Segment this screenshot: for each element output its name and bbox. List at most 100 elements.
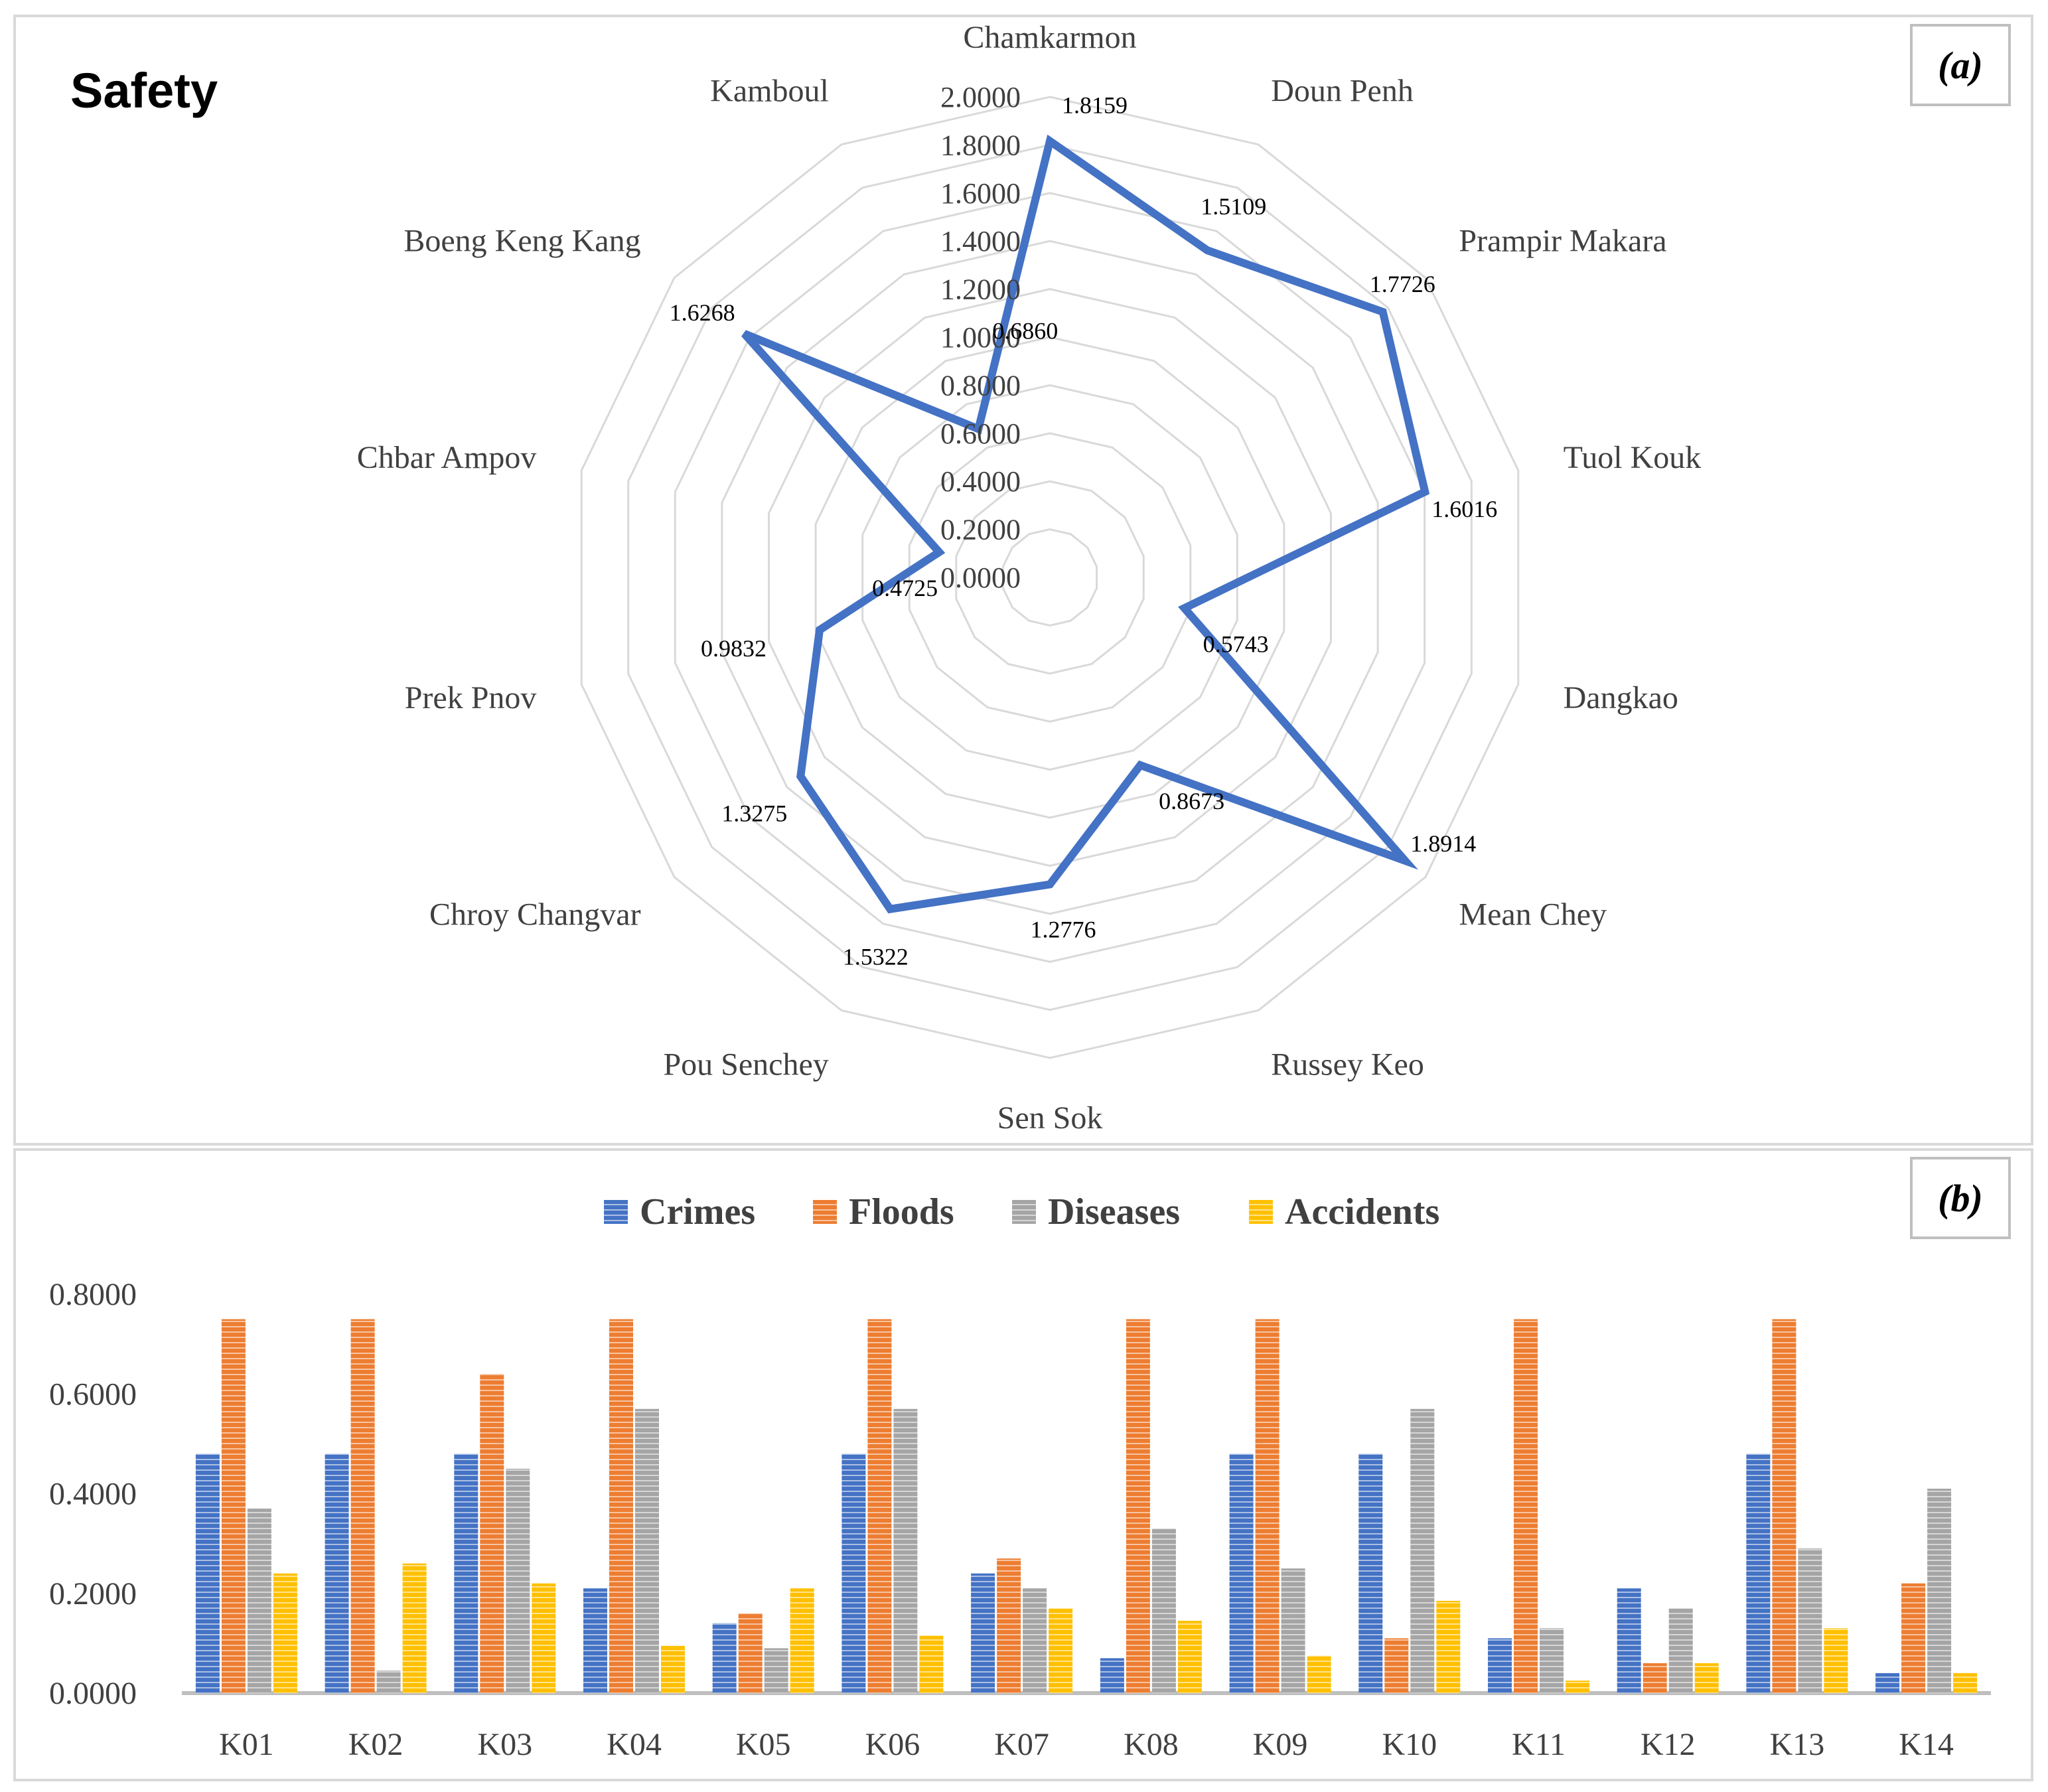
bar-floods (738, 1613, 763, 1693)
radar-grid-ring (1001, 528, 1098, 627)
radar-tick-label: 1.6000 (940, 177, 1021, 210)
radar-grid-ring (627, 143, 1473, 1011)
radar-category-label: Dangkao (1564, 680, 1678, 715)
radar-value-label: 1.8914 (1410, 830, 1476, 857)
bar-floods (221, 1319, 246, 1693)
bar-crimes (583, 1588, 607, 1693)
radar-grid-ring (721, 240, 1379, 915)
radar-tick-label: 1.8000 (940, 129, 1021, 161)
bar-diseases (247, 1509, 271, 1693)
radar-series (741, 134, 1430, 914)
bar-y-tick-label: 0.4000 (49, 1477, 137, 1512)
radar-tick-label: 1.4000 (940, 225, 1021, 258)
bar-marks (195, 1319, 1978, 1693)
radar-grid-ring (674, 192, 1426, 963)
bar-crimes (841, 1454, 866, 1693)
radar-grid-ring (814, 336, 1285, 819)
radar-grid-ring (908, 432, 1192, 723)
radar-value-label: 0.9832 (701, 635, 767, 662)
legend-label: Diseases (1048, 1191, 1180, 1232)
bar-x-tick-label: K11 (1512, 1727, 1566, 1762)
bar-x-tick-label: K13 (1770, 1727, 1825, 1762)
radar-category-label: Pou Senchey (663, 1047, 828, 1082)
bar-accidents (1177, 1621, 1202, 1693)
bar-accidents (1824, 1628, 1848, 1693)
bar-diseases (635, 1408, 659, 1693)
bar-accidents (402, 1563, 427, 1693)
radar-tick-label: 0.4000 (940, 465, 1021, 498)
panel-a-label: (a) (1938, 44, 1983, 87)
panel-b-label-box (1910, 1157, 2011, 1239)
legend-swatch (813, 1200, 837, 1224)
radar-grid-ring (861, 384, 1238, 771)
bar-x-tick-label: K01 (219, 1727, 274, 1762)
radar-category-label: Sen Sok (997, 1100, 1103, 1136)
bar-crimes (1617, 1588, 1641, 1693)
bar-floods (1772, 1319, 1796, 1693)
bar-accidents (1566, 1680, 1589, 1693)
radar-grid-ring (768, 288, 1332, 867)
bar-accidents (273, 1573, 297, 1693)
radar-tick-label: 1.2000 (940, 273, 1021, 306)
radar-ticks: 0.0000 0.2000 0.4000 0.6000 0.8000 1.0000 1.20… (940, 81, 1021, 594)
radar-value-label: 0.4725 (872, 575, 938, 601)
bar-diseases (764, 1648, 788, 1693)
radar-grid (580, 96, 1520, 1059)
panel-a-label-box (1910, 24, 2011, 106)
radar-value-labels: 1.8159 1.5109 1.7726 1.6016 0.5743 1.8914 0.86… (670, 92, 1498, 970)
bar-floods (480, 1374, 504, 1693)
bar-x-tick-label: K03 (477, 1727, 532, 1762)
bar-x-tick-label: K06 (865, 1727, 920, 1762)
bar-x-tick-label: K08 (1124, 1727, 1179, 1762)
bar-crimes (1488, 1638, 1512, 1693)
bar-crimes (325, 1454, 349, 1693)
radar-category-label: Tuol Kouk (1564, 440, 1702, 475)
bar-crimes (971, 1573, 995, 1693)
radar-tick-label: 1.0000 (940, 321, 1021, 354)
bar-accidents (532, 1583, 556, 1693)
radar-value-label: 1.8159 (1062, 92, 1128, 119)
radar-tick-label: 0.2000 (940, 514, 1021, 546)
bar-diseases (893, 1408, 918, 1693)
bar-floods (609, 1319, 633, 1693)
legend-label: Floods (849, 1191, 954, 1232)
panel-a-frame (13, 15, 2033, 1146)
radar-value-label: 1.5109 (1201, 193, 1266, 220)
bar-x-tick-label: K14 (1899, 1727, 1954, 1762)
bar-floods (1255, 1319, 1280, 1693)
bar-diseases (1668, 1608, 1693, 1693)
radar-value-label: 1.5322 (843, 944, 909, 970)
bar-crimes (1746, 1454, 1771, 1693)
bar-crimes (1875, 1673, 1900, 1693)
radar-grid-ring (580, 96, 1520, 1059)
radar-category-label: Chamkarmon (963, 20, 1136, 55)
bar-floods (1514, 1319, 1538, 1693)
panel-b-label: (b) (1938, 1177, 1983, 1220)
radar-value-label: 1.2776 (1031, 917, 1096, 943)
radar-category-label: Prek Pnov (405, 680, 537, 715)
radar-title: Safety (70, 63, 218, 118)
radar-tick-label: 0.0000 (940, 561, 1021, 594)
legend-swatch (1249, 1200, 1273, 1224)
radar-series-line (741, 134, 1430, 914)
radar-tick-label: 0.6000 (940, 417, 1021, 450)
bar-accidents (919, 1635, 944, 1693)
bar-y-tick-label: 0.2000 (49, 1576, 137, 1611)
radar-value-label: 1.7726 (1370, 271, 1435, 297)
bar-accidents (1694, 1663, 1719, 1693)
bar-y-tick-label: 0.6000 (49, 1377, 137, 1412)
bar-x-tick-label: K09 (1253, 1727, 1308, 1762)
legend-swatch (1012, 1200, 1036, 1224)
bar-crimes (454, 1454, 478, 1693)
radar-tick-label: 0.8000 (940, 369, 1021, 402)
bar-accidents (1953, 1673, 1978, 1693)
bar-diseases (1927, 1489, 1952, 1693)
bar-y-tick-label: 0.8000 (49, 1277, 137, 1312)
bar-floods (867, 1319, 892, 1693)
bar-accidents (790, 1588, 814, 1693)
radar-category-labels: Chamkarmon Doun Penh Prampir Makara Tuol Ko… (357, 20, 1701, 1136)
bar-floods (1384, 1638, 1409, 1693)
radar-category-label: Russey Keo (1271, 1047, 1424, 1082)
bar-accidents (661, 1645, 685, 1693)
bar-x-tick-label: K05 (736, 1727, 791, 1762)
